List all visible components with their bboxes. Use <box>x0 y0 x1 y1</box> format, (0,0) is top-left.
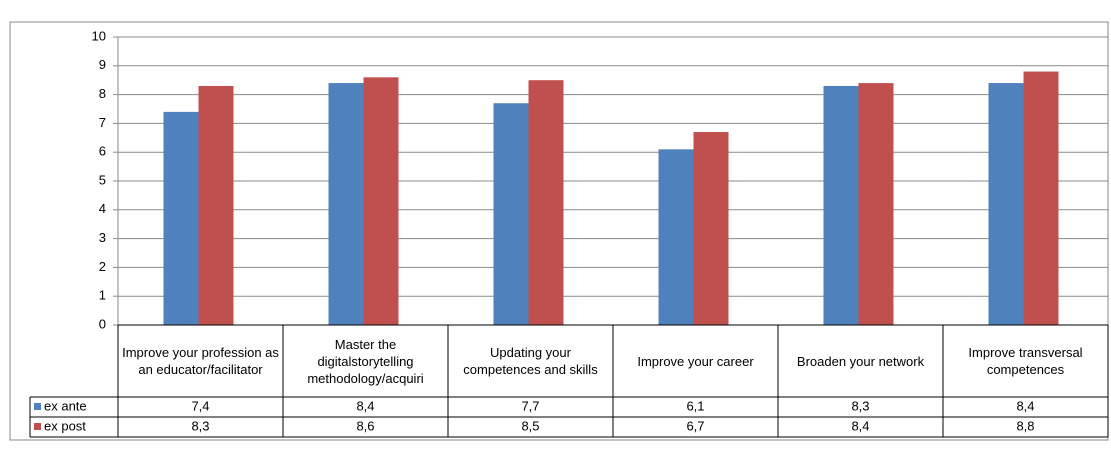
table-value: 8,4 <box>851 418 869 433</box>
x-tick-label: Improve your career <box>637 353 754 369</box>
table-value: 7,4 <box>191 398 209 413</box>
y-tick-label: 1 <box>99 288 106 303</box>
bar <box>823 85 859 326</box>
y-tick-label: 2 <box>99 259 106 274</box>
bar <box>163 111 199 325</box>
y-tick-label: 9 <box>99 57 106 72</box>
x-tick-label: Improve transversal competences <box>968 345 1083 377</box>
table-value: 7,7 <box>521 398 539 413</box>
legend-swatch <box>34 423 41 430</box>
y-tick-label: 5 <box>99 172 106 187</box>
y-tick-label: 6 <box>99 144 106 159</box>
table-value: 8,4 <box>356 398 374 413</box>
bar <box>328 83 364 325</box>
bar <box>198 85 234 326</box>
table-value: 8,5 <box>521 418 539 433</box>
y-tick-label: 4 <box>99 201 106 216</box>
bar <box>1023 71 1059 325</box>
bar <box>693 132 729 325</box>
x-tick-label: Master the digitalstorytelling methodolo… <box>307 336 424 386</box>
x-tick-label: Updating your competences and skills <box>463 345 598 377</box>
table-value: 8,6 <box>356 418 374 433</box>
y-tick-label: 7 <box>99 115 106 130</box>
y-tick-label: 0 <box>99 316 106 331</box>
category-cell: Master the digitalstorytelling methodolo… <box>307 336 424 386</box>
bar <box>493 103 529 326</box>
legend-label: ex ante <box>44 398 87 413</box>
bar <box>988 83 1024 325</box>
category-cell: Improve your profession as an educator/f… <box>122 345 279 377</box>
category-cell: Broaden your network <box>796 353 925 369</box>
category-cell: Improve transversal competences <box>968 345 1083 377</box>
legend-label: ex post <box>44 418 86 433</box>
x-tick-label: Improve your profession as an educator/f… <box>122 345 279 377</box>
table-value: 6,7 <box>686 418 704 433</box>
y-tick-label: 3 <box>99 230 106 245</box>
y-tick-label: 10 <box>92 28 106 43</box>
table-value: 6,1 <box>686 398 704 413</box>
legend-swatch <box>34 403 41 410</box>
category-cell: Updating your competences and skills <box>463 345 598 377</box>
table-value: 8,3 <box>191 418 209 433</box>
table-value: 8,8 <box>1016 418 1034 433</box>
bar <box>858 83 894 325</box>
bar <box>528 80 564 325</box>
category-cell: Improve your career <box>637 353 754 369</box>
table-value: 8,3 <box>851 398 869 413</box>
bar <box>658 149 694 325</box>
y-tick-label: 8 <box>99 86 106 101</box>
bar <box>363 77 399 325</box>
x-tick-label: Broaden your network <box>796 353 925 369</box>
table-value: 8,4 <box>1016 398 1034 413</box>
